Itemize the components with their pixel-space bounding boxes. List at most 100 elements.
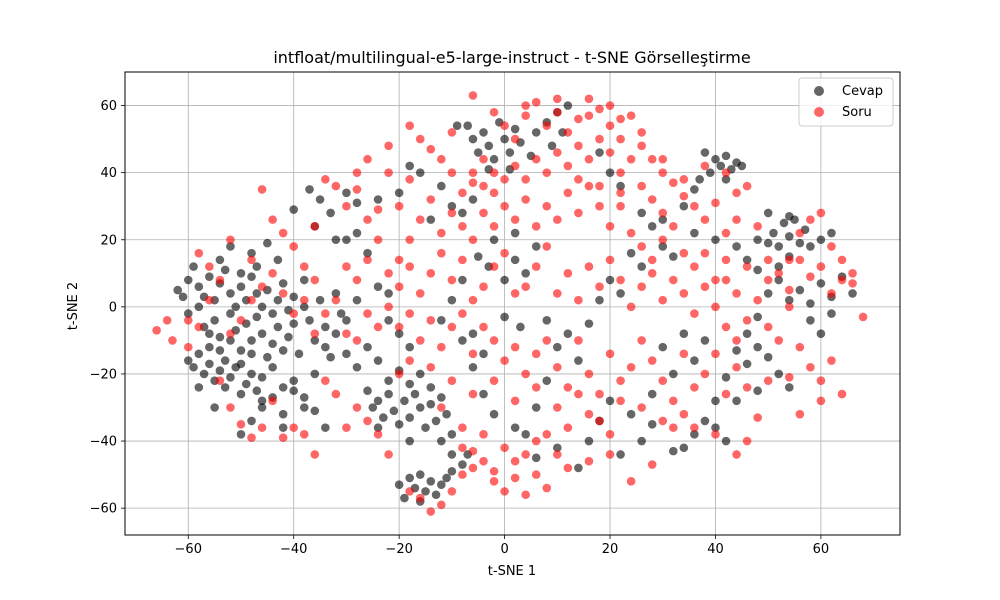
data-point-soru	[721, 275, 731, 285]
data-point-cevap	[700, 336, 710, 345]
data-point-cevap	[690, 356, 699, 365]
data-point-cevap	[742, 359, 752, 369]
data-point-soru	[732, 188, 741, 198]
data-point-soru	[500, 487, 509, 496]
data-point-soru	[837, 389, 847, 399]
data-point-soru	[605, 450, 615, 459]
data-point-cevap	[742, 329, 752, 338]
data-point-soru	[194, 248, 204, 258]
data-point-soru	[637, 181, 646, 191]
data-point-cevap	[405, 161, 414, 171]
data-point-cevap	[468, 195, 478, 204]
data-point-cevap	[352, 295, 362, 305]
data-point-soru	[690, 201, 699, 211]
data-point-cevap	[321, 322, 330, 332]
data-point-soru	[415, 336, 425, 345]
data-point-soru	[553, 450, 562, 459]
data-point-soru	[616, 396, 625, 406]
data-point-cevap	[415, 168, 425, 177]
data-point-soru	[795, 342, 805, 352]
data-point-cevap	[384, 315, 393, 325]
data-point-cevap	[173, 285, 183, 295]
data-point-cevap	[732, 396, 741, 406]
data-point-soru	[405, 121, 414, 130]
data-point-soru	[447, 322, 457, 332]
data-point-cevap	[690, 185, 699, 194]
data-point-cevap	[431, 416, 441, 426]
data-point-soru	[394, 322, 404, 332]
data-point-cevap	[795, 238, 805, 248]
data-point-soru	[500, 201, 509, 211]
data-point-cevap	[806, 315, 815, 325]
data-point-soru	[458, 188, 467, 198]
data-point-cevap	[289, 376, 299, 385]
data-point-cevap	[389, 406, 399, 416]
data-point-cevap	[668, 369, 678, 379]
data-point-cevap	[531, 242, 541, 251]
data-point-soru	[310, 450, 320, 459]
data-point-cevap	[278, 423, 288, 432]
data-point-soru	[553, 148, 562, 157]
data-point-soru	[437, 342, 446, 352]
data-point-soru	[584, 456, 594, 466]
data-point-soru	[605, 121, 615, 130]
data-point-soru	[278, 433, 288, 443]
data-point-cevap	[284, 332, 293, 342]
data-point-soru	[299, 295, 309, 305]
data-point-soru	[468, 446, 478, 456]
data-point-soru	[795, 228, 805, 238]
data-point-cevap	[252, 262, 262, 271]
data-point-cevap	[479, 389, 488, 399]
data-point-cevap	[373, 282, 383, 292]
data-point-cevap	[299, 275, 309, 285]
data-point-cevap	[373, 423, 383, 432]
series-soru	[152, 91, 868, 516]
data-point-soru	[553, 94, 562, 104]
data-point-soru	[711, 275, 720, 285]
data-point-soru	[679, 289, 689, 298]
data-point-soru	[479, 430, 488, 439]
data-point-cevap	[178, 292, 188, 302]
data-point-cevap	[784, 211, 794, 221]
data-point-soru	[563, 463, 573, 473]
data-point-soru	[468, 295, 478, 305]
data-point-soru	[616, 168, 625, 177]
data-point-cevap	[257, 329, 267, 338]
data-point-cevap	[442, 409, 451, 419]
data-point-soru	[384, 450, 393, 459]
data-point-cevap	[226, 289, 235, 298]
data-point-soru	[468, 349, 478, 359]
data-point-soru	[531, 262, 541, 271]
data-point-cevap	[827, 309, 836, 318]
data-point-soru	[531, 470, 541, 479]
data-point-cevap	[753, 265, 762, 275]
data-point-cevap	[363, 386, 372, 396]
data-point-cevap	[753, 235, 762, 245]
data-point-cevap	[326, 208, 335, 218]
data-point-soru	[574, 336, 583, 345]
data-point-soru	[521, 282, 530, 292]
data-point-cevap	[679, 201, 689, 211]
data-point-cevap	[415, 369, 425, 379]
data-point-soru	[574, 389, 583, 399]
data-point-soru	[679, 175, 689, 184]
data-point-soru	[468, 235, 478, 245]
data-point-soru	[763, 376, 773, 385]
data-point-soru	[647, 460, 657, 469]
data-point-soru	[405, 356, 414, 365]
data-point-cevap	[342, 188, 351, 198]
data-point-soru	[584, 111, 594, 120]
data-point-cevap	[531, 128, 541, 137]
data-point-soru	[784, 302, 794, 312]
data-point-soru	[553, 403, 562, 412]
data-point-soru	[584, 369, 594, 379]
data-point-soru	[647, 154, 657, 164]
data-point-cevap	[784, 383, 794, 392]
data-point-cevap	[305, 185, 314, 194]
data-point-soru	[742, 436, 752, 446]
data-point-cevap	[384, 376, 393, 385]
data-point-soru	[226, 403, 235, 412]
legend: Cevap Soru	[798, 77, 894, 127]
data-point-cevap	[774, 275, 784, 285]
data-point-cevap	[437, 480, 446, 489]
